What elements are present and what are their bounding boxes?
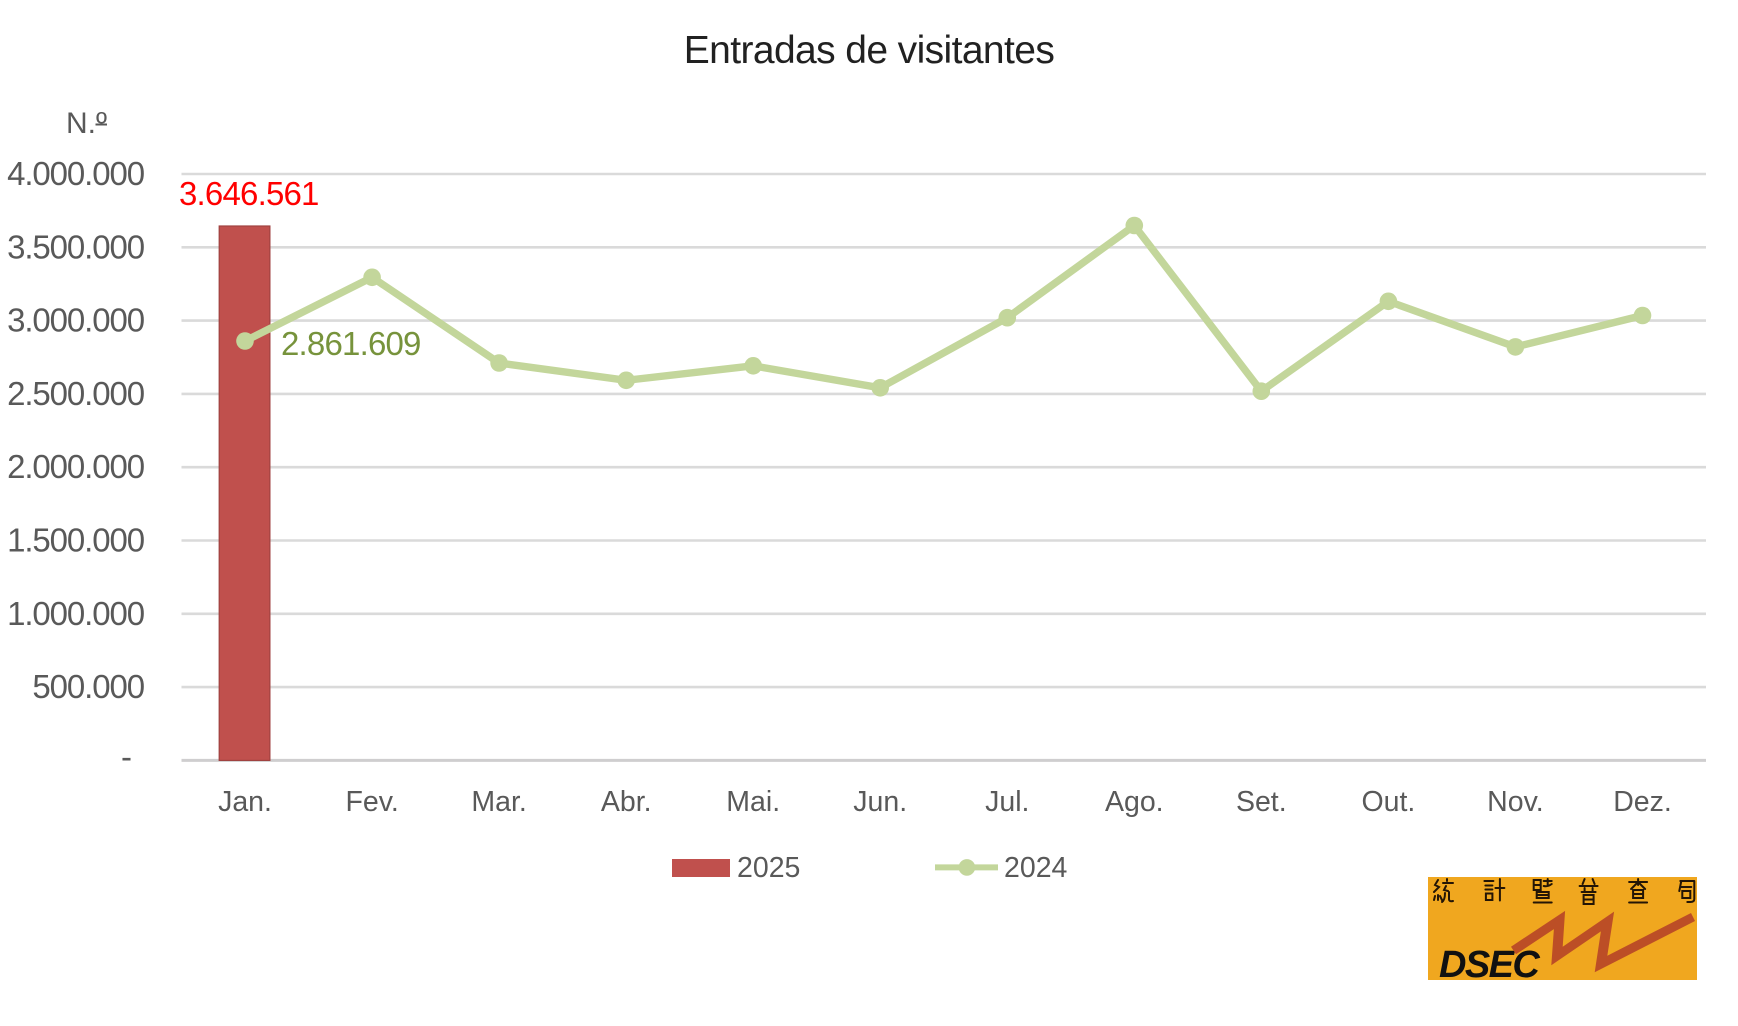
svg-text:2.861.609: 2.861.609 [281, 325, 421, 362]
svg-text:Jun.: Jun. [853, 786, 907, 818]
svg-text:1.500.000: 1.500.000 [7, 522, 145, 559]
svg-text:Fev.: Fev. [345, 786, 398, 818]
svg-text:2.500.000: 2.500.000 [7, 375, 145, 412]
svg-text:Jul.: Jul. [985, 786, 1029, 818]
svg-text:Ago.: Ago. [1105, 786, 1164, 818]
svg-text:500.000: 500.000 [32, 668, 144, 705]
svg-text:-: - [121, 738, 132, 775]
svg-text:Nov.: Nov. [1487, 786, 1544, 818]
svg-text:3.000.000: 3.000.000 [7, 302, 145, 339]
svg-text:DSEC: DSEC [1439, 944, 1540, 986]
svg-text:3.500.000: 3.500.000 [7, 228, 145, 265]
svg-text:3.646.561: 3.646.561 [179, 175, 319, 212]
svg-text:2.000.000: 2.000.000 [7, 448, 145, 485]
svg-text:2024: 2024 [1004, 852, 1068, 884]
svg-text:Entradas de visitantes: Entradas de visitantes [684, 29, 1055, 72]
svg-text:4.000.000: 4.000.000 [7, 155, 145, 192]
svg-text:2025: 2025 [737, 852, 800, 884]
svg-text:Out.: Out. [1361, 786, 1415, 818]
svg-text:Abr.: Abr. [601, 786, 652, 818]
svg-text:Mar.: Mar. [471, 786, 526, 818]
svg-text:Dez.: Dez. [1613, 786, 1672, 818]
svg-text:Mai.: Mai. [726, 786, 780, 818]
svg-text:Jan.: Jan. [218, 786, 272, 818]
svg-text:Set.: Set. [1236, 786, 1287, 818]
svg-text:1.000.000: 1.000.000 [7, 595, 145, 632]
